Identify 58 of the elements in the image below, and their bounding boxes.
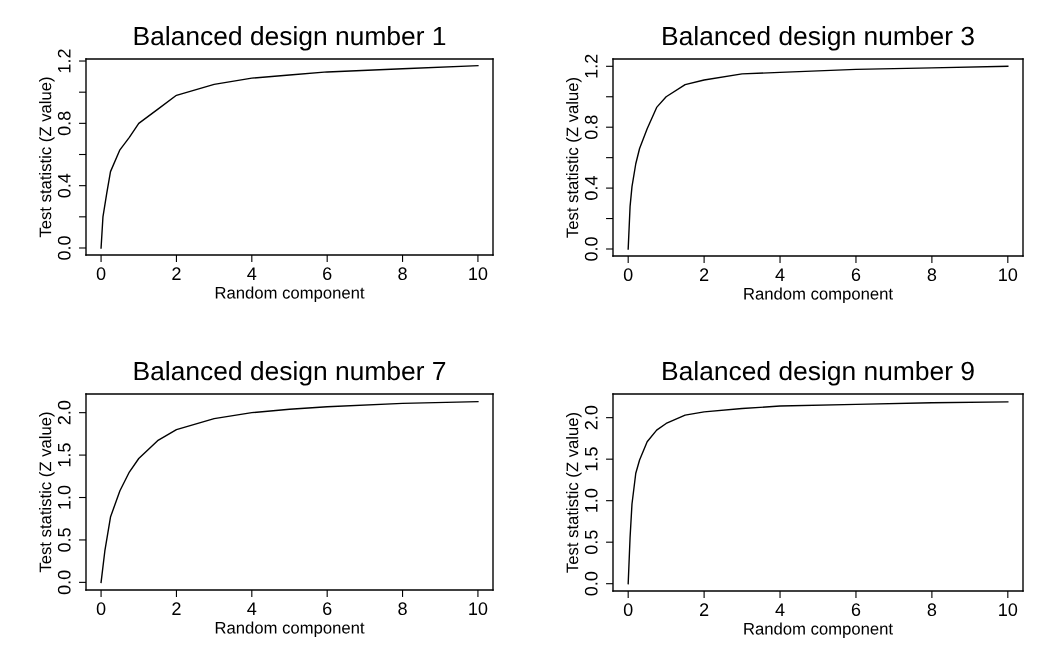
x-tick-label: 6 (323, 602, 332, 616)
x-tick-label: 6 (851, 603, 861, 617)
x-tick-label: 2 (700, 603, 709, 616)
y-axis-title: Test statistic (Z value) (39, 412, 55, 573)
y-tick-label: 1.5 (585, 447, 598, 471)
y-tick-label: 0.8 (57, 111, 71, 136)
x-tick-label: 10 (469, 602, 488, 616)
x-tick-label: 10 (469, 267, 488, 281)
x-tick-label: 4 (775, 268, 785, 281)
x-tick-label: 8 (927, 603, 937, 617)
line-series (100, 400, 479, 584)
x-tick-label: 6 (323, 267, 332, 281)
x-tick-label: 6 (851, 268, 861, 282)
chart-title: Balanced design number 9 (663, 360, 974, 386)
x-tick-label: 8 (398, 267, 407, 281)
y-tick-label: 0.4 (57, 173, 71, 198)
y-tick-label: 0.0 (57, 570, 71, 595)
x-tick-label: 0 (623, 268, 633, 282)
y-tick-label: 1.0 (584, 488, 598, 512)
x-axis-title: Random component (215, 621, 365, 637)
y-axis-title: Test statistic (Z value) (566, 77, 582, 238)
y-tick-label: 2.0 (57, 400, 71, 425)
y-tick-label: 0.5 (57, 528, 71, 552)
chart-title: Balanced design number 7 (134, 360, 446, 386)
x-tick-label: 0 (623, 603, 633, 617)
x-axis-title: Random component (744, 287, 893, 303)
x-tick-label: 2 (172, 267, 181, 280)
y-tick-label: 1.2 (57, 49, 71, 73)
y-tick-label: 1.0 (57, 485, 71, 509)
y-tick-label: 0.0 (584, 237, 598, 261)
x-tick-label: 0 (96, 267, 106, 281)
y-tick-label: 0.5 (584, 530, 598, 555)
chart-title: Balanced design number 3 (663, 25, 974, 51)
y-tick-label: 1.5 (58, 443, 71, 467)
x-tick-label: 10 (999, 268, 1018, 282)
x-tick-label: 2 (700, 268, 709, 281)
x-tick-label: 8 (927, 268, 937, 282)
x-tick-label: 0 (96, 602, 106, 616)
chart-title: Balanced design number 1 (134, 25, 446, 51)
line-series (627, 401, 1009, 585)
x-axis-title: Random component (744, 622, 893, 638)
y-tick-label: 0.8 (584, 115, 598, 140)
x-tick-label: 4 (247, 602, 257, 615)
x-axis-title: Random component (215, 286, 365, 302)
x-tick-label: 8 (398, 602, 407, 616)
x-tick-label: 2 (172, 602, 181, 615)
y-tick-label: 2.0 (584, 405, 598, 430)
line-series (627, 65, 1009, 250)
y-axis-title: Test statistic (Z value) (566, 412, 582, 573)
y-tick-label: 1.2 (584, 54, 598, 78)
x-tick-label: 4 (247, 267, 257, 280)
y-tick-label: 0.4 (584, 176, 598, 200)
y-tick-label: 0.0 (584, 571, 598, 596)
x-tick-label: 4 (775, 603, 785, 616)
y-tick-label: 0.0 (57, 236, 71, 260)
x-tick-label: 10 (999, 603, 1018, 617)
line-series (100, 65, 479, 249)
y-axis-title: Test statistic (Z value) (39, 77, 55, 238)
